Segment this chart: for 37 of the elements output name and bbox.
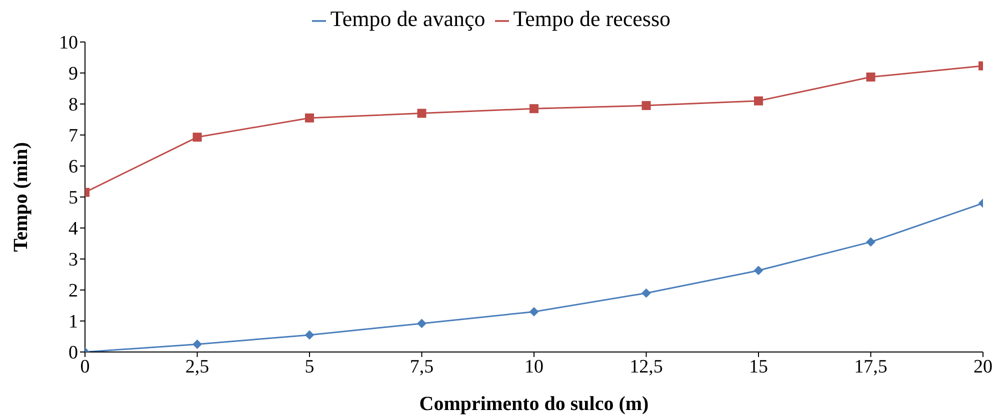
point bbox=[305, 330, 314, 340]
point bbox=[866, 72, 876, 82]
y-tick-label: 10 bbox=[59, 32, 78, 54]
legend-label: Tempo de avanço bbox=[330, 6, 486, 31]
y-tick-label: 2 bbox=[68, 280, 78, 302]
point bbox=[530, 307, 538, 316]
y-tick-label: 6 bbox=[68, 156, 78, 178]
point bbox=[866, 237, 876, 246]
x-tick-label: 7,5 bbox=[410, 356, 434, 378]
y-tick-label: 5 bbox=[68, 188, 78, 209]
y-tick-label: 1 bbox=[68, 312, 78, 333]
point bbox=[192, 340, 202, 349]
x-tick-label: 10 bbox=[524, 356, 544, 378]
point bbox=[417, 108, 426, 118]
x-tick-label: 12,5 bbox=[630, 356, 663, 378]
legend-label: Tempo de recesso bbox=[513, 6, 671, 31]
x-tick-label: 5 bbox=[304, 356, 314, 378]
x-axis-title: Comprimento do sulco (m) bbox=[419, 393, 649, 415]
y-tick-label: 0 bbox=[68, 342, 78, 364]
y-axis-title: Tempo (min) bbox=[10, 142, 32, 252]
y-tick-label: 4 bbox=[68, 218, 78, 240]
x-tick-label: 17,5 bbox=[854, 356, 888, 378]
x-tick-label: 2,5 bbox=[185, 356, 210, 378]
x-tick-label: 15 bbox=[749, 356, 768, 378]
y-tick-label: 7 bbox=[68, 126, 78, 147]
point bbox=[530, 104, 538, 114]
point bbox=[754, 266, 763, 275]
point bbox=[754, 96, 763, 106]
y-tick-label: 9 bbox=[68, 64, 78, 85]
point bbox=[305, 113, 314, 122]
y-tick-label: 8 bbox=[68, 94, 78, 116]
point bbox=[417, 318, 426, 328]
point bbox=[192, 132, 202, 142]
x-tick-label: 20 bbox=[974, 356, 992, 378]
y-tick-label: 3 bbox=[68, 250, 78, 271]
point bbox=[642, 101, 651, 110]
point bbox=[642, 288, 651, 298]
